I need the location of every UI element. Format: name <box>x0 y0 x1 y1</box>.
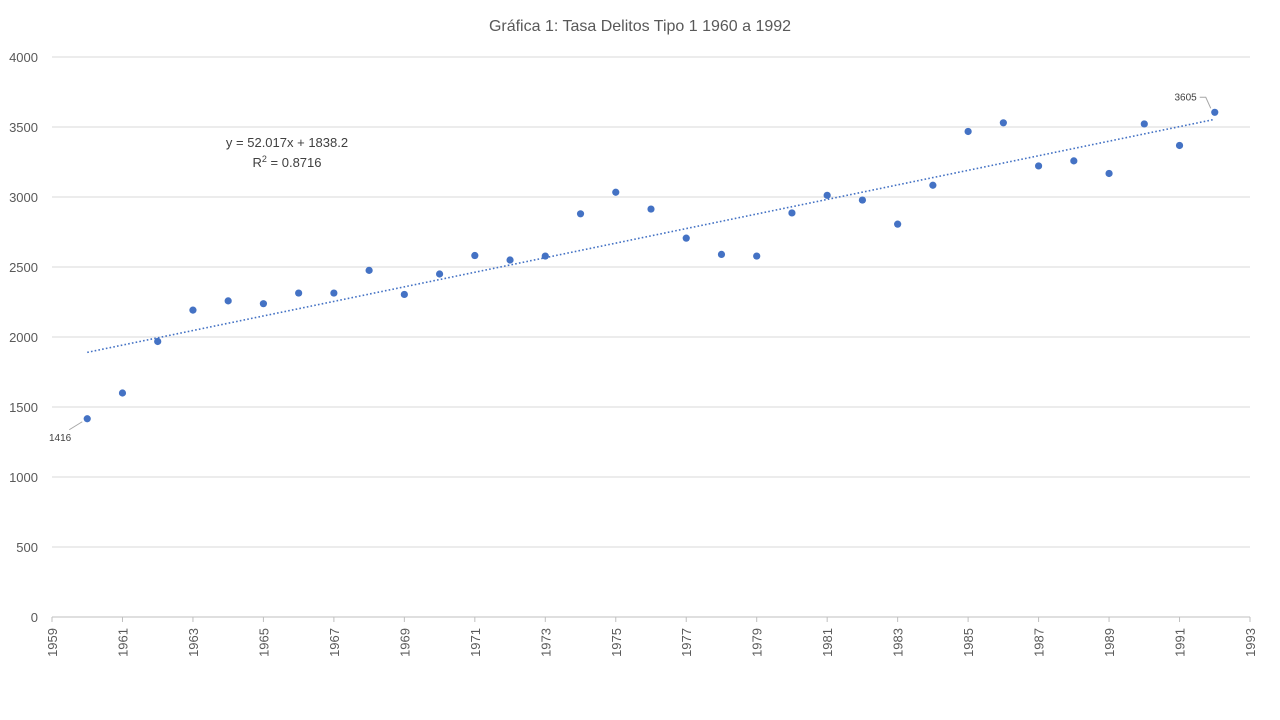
x-tick-label: 1971 <box>468 628 483 657</box>
x-tick-label: 1979 <box>750 628 765 657</box>
data-point <box>612 188 620 196</box>
x-tick-label: 1977 <box>679 628 694 657</box>
data-point <box>471 251 479 260</box>
data-point <box>224 297 232 305</box>
trendline-equation: y = 52.017x + 1838.2 R2 = 0.8716 <box>226 135 348 170</box>
data-point <box>118 389 127 397</box>
x-tick-label: 1967 <box>327 628 342 657</box>
data-point <box>682 234 690 242</box>
data-point <box>365 266 373 274</box>
data-point <box>823 191 831 199</box>
data-point <box>435 270 444 278</box>
y-tick-label: 1000 <box>9 470 38 485</box>
x-tick-label: 1983 <box>891 628 906 657</box>
x-tick-label: 1991 <box>1173 628 1188 657</box>
y-tick-label: 2000 <box>9 330 38 345</box>
x-tick-label: 1959 <box>45 628 60 657</box>
data-point <box>717 250 726 258</box>
data-point <box>964 127 972 136</box>
trendline-equation-text: y = 52.017x + 1838.2 <box>226 135 348 150</box>
r-squared-text: R2 = 0.8716 <box>253 154 322 170</box>
data-point <box>259 300 268 308</box>
data-labels: 1416 3605 <box>49 92 1212 444</box>
data-point <box>400 290 408 299</box>
data-point <box>1211 108 1219 116</box>
data-point <box>1175 141 1184 150</box>
data-point <box>506 256 514 264</box>
x-tick-label: 1965 <box>256 628 271 657</box>
data-point <box>295 289 303 297</box>
y-tick-label: 0 <box>31 610 38 625</box>
data-point <box>576 210 585 218</box>
data-point <box>189 306 197 314</box>
data-point <box>1140 120 1148 128</box>
data-point <box>541 252 549 260</box>
x-tick-label: 1963 <box>186 628 201 657</box>
data-point <box>330 289 338 297</box>
leader-line <box>1199 96 1212 109</box>
data-point <box>788 209 796 217</box>
data-point <box>929 181 937 189</box>
y-tick-label: 2500 <box>9 260 38 275</box>
data-label: 1416 <box>49 433 72 444</box>
x-tick-label: 1975 <box>609 628 624 657</box>
x-tick-label: 1989 <box>1102 628 1117 657</box>
y-axis: 0 500 1000 1500 2000 2500 3000 3500 4000 <box>9 50 38 625</box>
data-point <box>753 252 761 260</box>
data-point <box>83 415 91 423</box>
data-point <box>858 196 867 204</box>
x-tick-label: 1973 <box>538 628 553 657</box>
data-points <box>83 108 1219 423</box>
x-tick-label: 1987 <box>1032 628 1047 657</box>
data-point <box>894 220 902 228</box>
y-tick-label: 4000 <box>9 50 38 65</box>
x-tick-label: 1969 <box>397 628 412 657</box>
y-tick-label: 500 <box>16 540 38 555</box>
x-tick-label: 1961 <box>115 628 130 657</box>
gridlines <box>52 56 1250 548</box>
data-label: 3605 <box>1175 92 1198 103</box>
y-tick-label: 3500 <box>9 120 38 135</box>
data-point <box>154 337 162 346</box>
data-point <box>1105 169 1113 178</box>
data-point <box>647 205 655 213</box>
x-tick-label: 1993 <box>1243 628 1258 657</box>
x-axis: 1959 1961 1963 1965 1967 1969 1971 1973 1975 1977… <box>45 616 1258 657</box>
data-point <box>999 119 1007 127</box>
x-tick-label: 1985 <box>961 628 976 657</box>
data-point <box>1034 162 1043 170</box>
chart-title: Gráfica 1: Tasa Delitos Tipo 1 1960 a 19… <box>489 18 791 35</box>
x-tick-label: 1981 <box>820 628 835 657</box>
data-point <box>1070 157 1078 165</box>
leader-line <box>68 421 83 431</box>
y-tick-label: 1500 <box>9 400 38 415</box>
y-tick-label: 3000 <box>9 190 38 205</box>
